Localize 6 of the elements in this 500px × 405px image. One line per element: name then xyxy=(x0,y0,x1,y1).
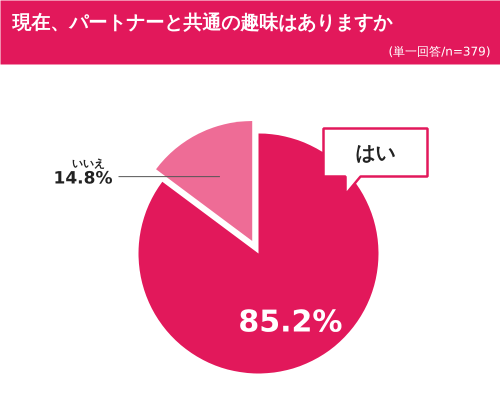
slice-label: はい xyxy=(356,140,396,164)
data-label: 85.2% xyxy=(238,304,342,340)
slice-label: いいえ xyxy=(72,157,105,170)
data-label: 14.8% xyxy=(54,168,113,189)
text: (単一回答/n=379) xyxy=(388,44,491,58)
chart-title: 現在、パートナーと共通の趣味はありますか xyxy=(12,12,394,34)
